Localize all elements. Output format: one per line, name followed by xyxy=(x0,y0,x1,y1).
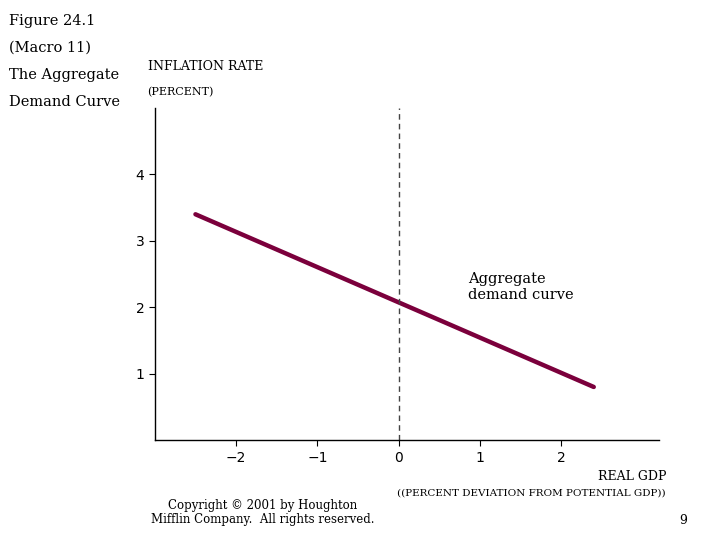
Text: 9: 9 xyxy=(680,514,688,526)
Text: ((PERCENT DEVIATION FROM POTENTIAL GDP)): ((PERCENT DEVIATION FROM POTENTIAL GDP)) xyxy=(397,489,666,498)
Text: Copyright © 2001 by Houghton
Mifflin Company.  All rights reserved.: Copyright © 2001 by Houghton Mifflin Com… xyxy=(151,498,374,526)
Text: Demand Curve: Demand Curve xyxy=(9,94,120,109)
Text: The Aggregate: The Aggregate xyxy=(9,68,119,82)
Text: Aggregate
demand curve: Aggregate demand curve xyxy=(468,272,573,302)
Text: (Macro 11): (Macro 11) xyxy=(9,40,91,55)
Text: Figure 24.1: Figure 24.1 xyxy=(9,14,95,28)
Text: REAL GDP: REAL GDP xyxy=(598,470,666,483)
Text: (PERCENT): (PERCENT) xyxy=(148,87,214,97)
Text: INFLATION RATE: INFLATION RATE xyxy=(148,60,263,73)
